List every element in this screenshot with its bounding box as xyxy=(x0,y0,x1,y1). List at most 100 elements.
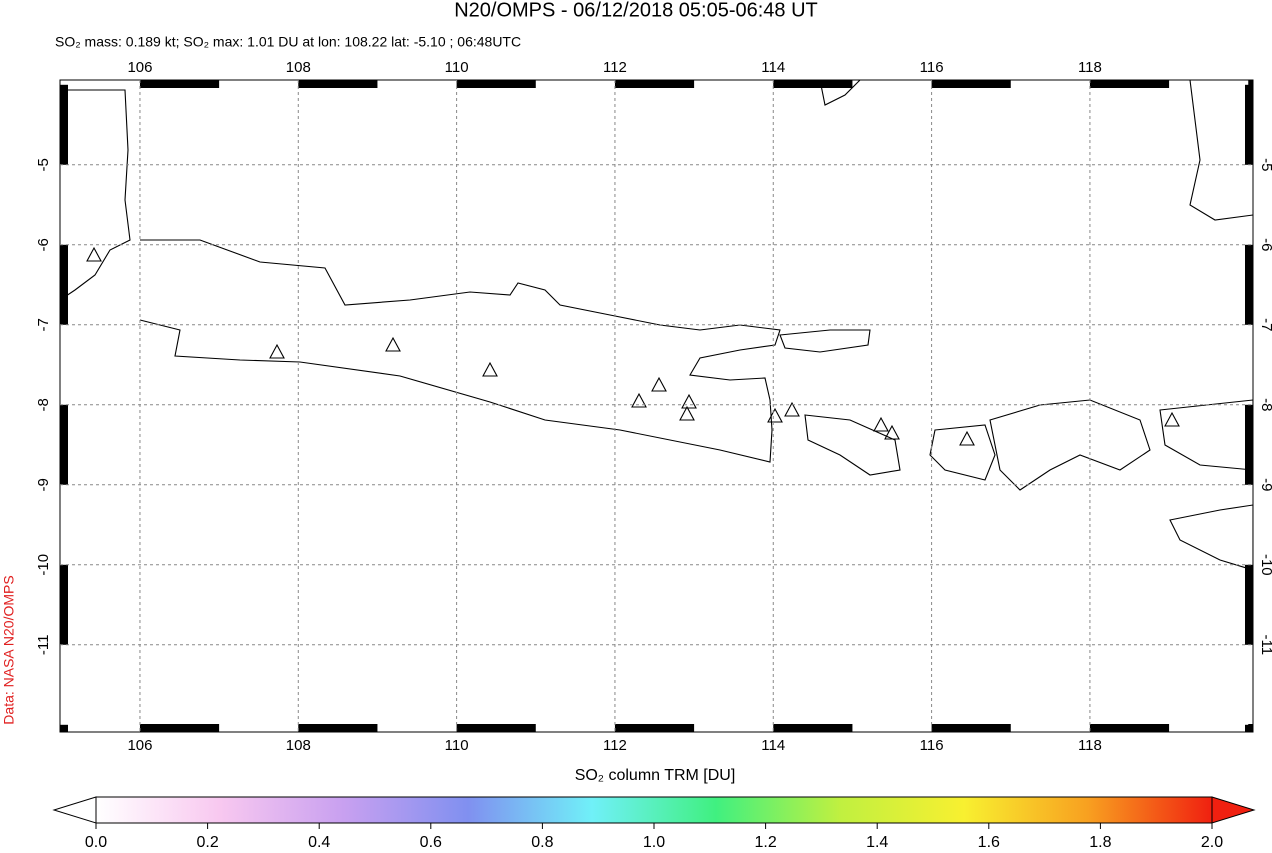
volcano xyxy=(681,393,697,409)
frame-bar xyxy=(60,564,68,645)
colorbar-tick-label: 1.4 xyxy=(866,834,888,851)
x-tick-label: 110 xyxy=(445,737,469,754)
frame-bar xyxy=(60,244,68,325)
x-tick-label: 108 xyxy=(286,737,311,754)
volcano xyxy=(959,430,975,446)
y-tick-label: -9 xyxy=(35,478,52,491)
frame-bar xyxy=(1245,724,1253,732)
frame-bar xyxy=(614,80,695,88)
colorbar-label: SO₂ column TRM [DU] xyxy=(575,767,736,784)
frame-bar xyxy=(931,724,1011,732)
frame-bar xyxy=(456,80,536,88)
y-tick-label: -8 xyxy=(1258,398,1272,411)
y-tick-label: -5 xyxy=(35,158,52,171)
frame-bars xyxy=(60,80,1253,732)
frame-bar xyxy=(60,84,68,165)
y-tick-label: -11 xyxy=(35,635,52,656)
frame-bar xyxy=(139,724,220,732)
x-tick-label: 110 xyxy=(445,59,469,76)
volcano xyxy=(1164,411,1180,427)
volcano xyxy=(884,424,900,440)
frame-bar xyxy=(773,724,853,732)
subtitle: SO₂ mass: 0.189 kt; SO₂ max: 1.01 DU at … xyxy=(55,34,521,50)
frame-bar xyxy=(1245,404,1253,485)
volcano xyxy=(86,246,102,262)
bali-coast xyxy=(804,414,901,476)
lombok-coast xyxy=(929,424,996,481)
colorbar-tick-label: 2.0 xyxy=(1201,834,1223,851)
colorbar-tick-label: 0.4 xyxy=(308,834,330,851)
y-tick-label: -10 xyxy=(1258,554,1272,576)
kalimantan-coast xyxy=(819,80,861,106)
volcano xyxy=(784,401,800,417)
volcano xyxy=(873,416,889,432)
volcanoes xyxy=(86,246,1180,446)
volcano xyxy=(679,405,695,421)
colorbar-tick-label: 1.2 xyxy=(754,834,776,851)
sulawesi-coast xyxy=(1189,80,1253,221)
frame-bar xyxy=(1248,80,1253,88)
y-tick-label: -7 xyxy=(35,318,52,331)
coastlines xyxy=(60,80,1253,571)
volcano xyxy=(767,407,783,423)
colorbar-tick-label: 1.0 xyxy=(643,834,665,851)
x-tick-label: 106 xyxy=(127,737,152,754)
y-tick-label: -6 xyxy=(1258,238,1272,251)
colorbar xyxy=(95,796,1213,824)
x-tick-label: 112 xyxy=(603,59,627,76)
frame-bar xyxy=(1089,80,1170,88)
frame-bar xyxy=(773,80,853,88)
side-label: Data: NASA N20/OMPS xyxy=(1,575,17,724)
colorbar-tick-label: 0.8 xyxy=(531,834,553,851)
x-tick-label: 114 xyxy=(761,59,785,76)
volcano xyxy=(631,392,647,408)
volcano xyxy=(269,343,285,359)
frame-bar xyxy=(456,724,536,732)
colorbar-tick-label: 0.6 xyxy=(420,834,442,851)
title: N20/OMPS - 06/12/2018 05:05-06:48 UT xyxy=(454,0,818,21)
volcano xyxy=(651,376,667,392)
x-tick-label: 108 xyxy=(286,59,311,76)
java-coast xyxy=(139,239,781,463)
frame-bar xyxy=(298,80,378,88)
volcano xyxy=(385,336,401,352)
y-tick-label: -9 xyxy=(1258,478,1272,491)
frame-bar xyxy=(60,724,68,732)
frame-bar xyxy=(1245,564,1253,645)
frame-bar xyxy=(139,80,220,88)
frame-bar xyxy=(1245,244,1253,325)
volcano xyxy=(482,361,498,377)
frame-bar xyxy=(1245,84,1253,165)
sumba-coast xyxy=(1169,504,1253,571)
colorbar-tick-label: 1.6 xyxy=(978,834,1000,851)
y-tick-label: -6 xyxy=(35,238,52,251)
x-tick-label: 106 xyxy=(127,59,152,76)
colorbar-tick-label: 0.2 xyxy=(196,834,218,851)
y-tick-label: -5 xyxy=(1258,158,1272,171)
sumatra-coast xyxy=(60,89,131,301)
frame-bar xyxy=(60,404,68,485)
colorbar-tick-label: 1.8 xyxy=(1089,834,1111,851)
sumbawa-coast xyxy=(989,399,1151,491)
frame-bar xyxy=(931,80,1011,88)
colorbar-tick-label: 0.0 xyxy=(85,834,107,851)
flores-coast xyxy=(1159,399,1253,471)
x-tick-label: 114 xyxy=(761,737,785,754)
x-tick-label: 112 xyxy=(603,737,627,754)
frame-bar xyxy=(1089,724,1170,732)
x-tick-label: 116 xyxy=(920,59,944,76)
madura-coast xyxy=(779,329,871,353)
frame-bar xyxy=(614,724,695,732)
map-frame xyxy=(59,79,1254,733)
y-tick-label: -8 xyxy=(35,398,52,411)
x-tick-label: 118 xyxy=(1078,59,1102,76)
x-tick-label: 116 xyxy=(920,737,944,754)
colorbar-over xyxy=(1211,796,1256,824)
y-tick-label: -11 xyxy=(1258,635,1272,656)
x-tick-label: 118 xyxy=(1078,737,1102,754)
y-tick-label: -10 xyxy=(35,554,52,576)
colorbar-under xyxy=(52,796,97,824)
frame-bar xyxy=(298,724,378,732)
y-tick-label: -7 xyxy=(1258,318,1272,331)
